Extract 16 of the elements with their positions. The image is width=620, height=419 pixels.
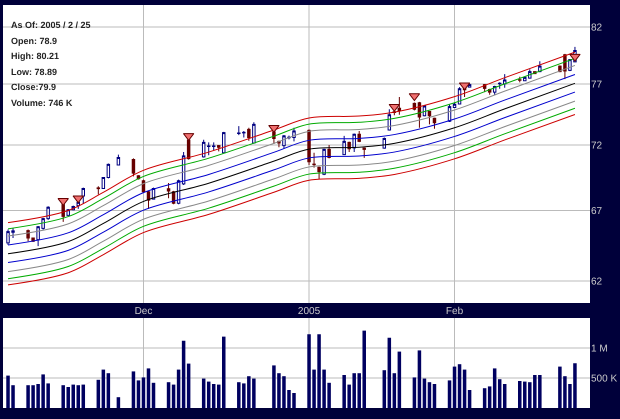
x-tick-label: 2005 <box>298 306 321 317</box>
y-tick-label: 72 <box>591 140 603 152</box>
x-tick-label: Dec <box>134 306 152 317</box>
annotation: Close:79.9 <box>11 82 56 92</box>
y-tick-label: 1 M <box>591 344 608 354</box>
x-tick-label: Feb <box>446 306 464 317</box>
y-tick-label: 62 <box>591 276 603 288</box>
annotation: As Of: 2005 / 2 / 25 <box>11 20 91 30</box>
annotation: Low: 78.89 <box>11 67 58 77</box>
y-tick-label: 67 <box>591 206 603 217</box>
annotation: High: 80.21 <box>11 51 60 61</box>
y-tick-label: 82 <box>591 22 603 34</box>
y-tick-label: 500 K <box>591 374 618 384</box>
annotation: Volume: 746 K <box>11 98 73 108</box>
y-tick-label: 77 <box>591 80 603 91</box>
annotation: Open: 78.9 <box>11 36 58 46</box>
